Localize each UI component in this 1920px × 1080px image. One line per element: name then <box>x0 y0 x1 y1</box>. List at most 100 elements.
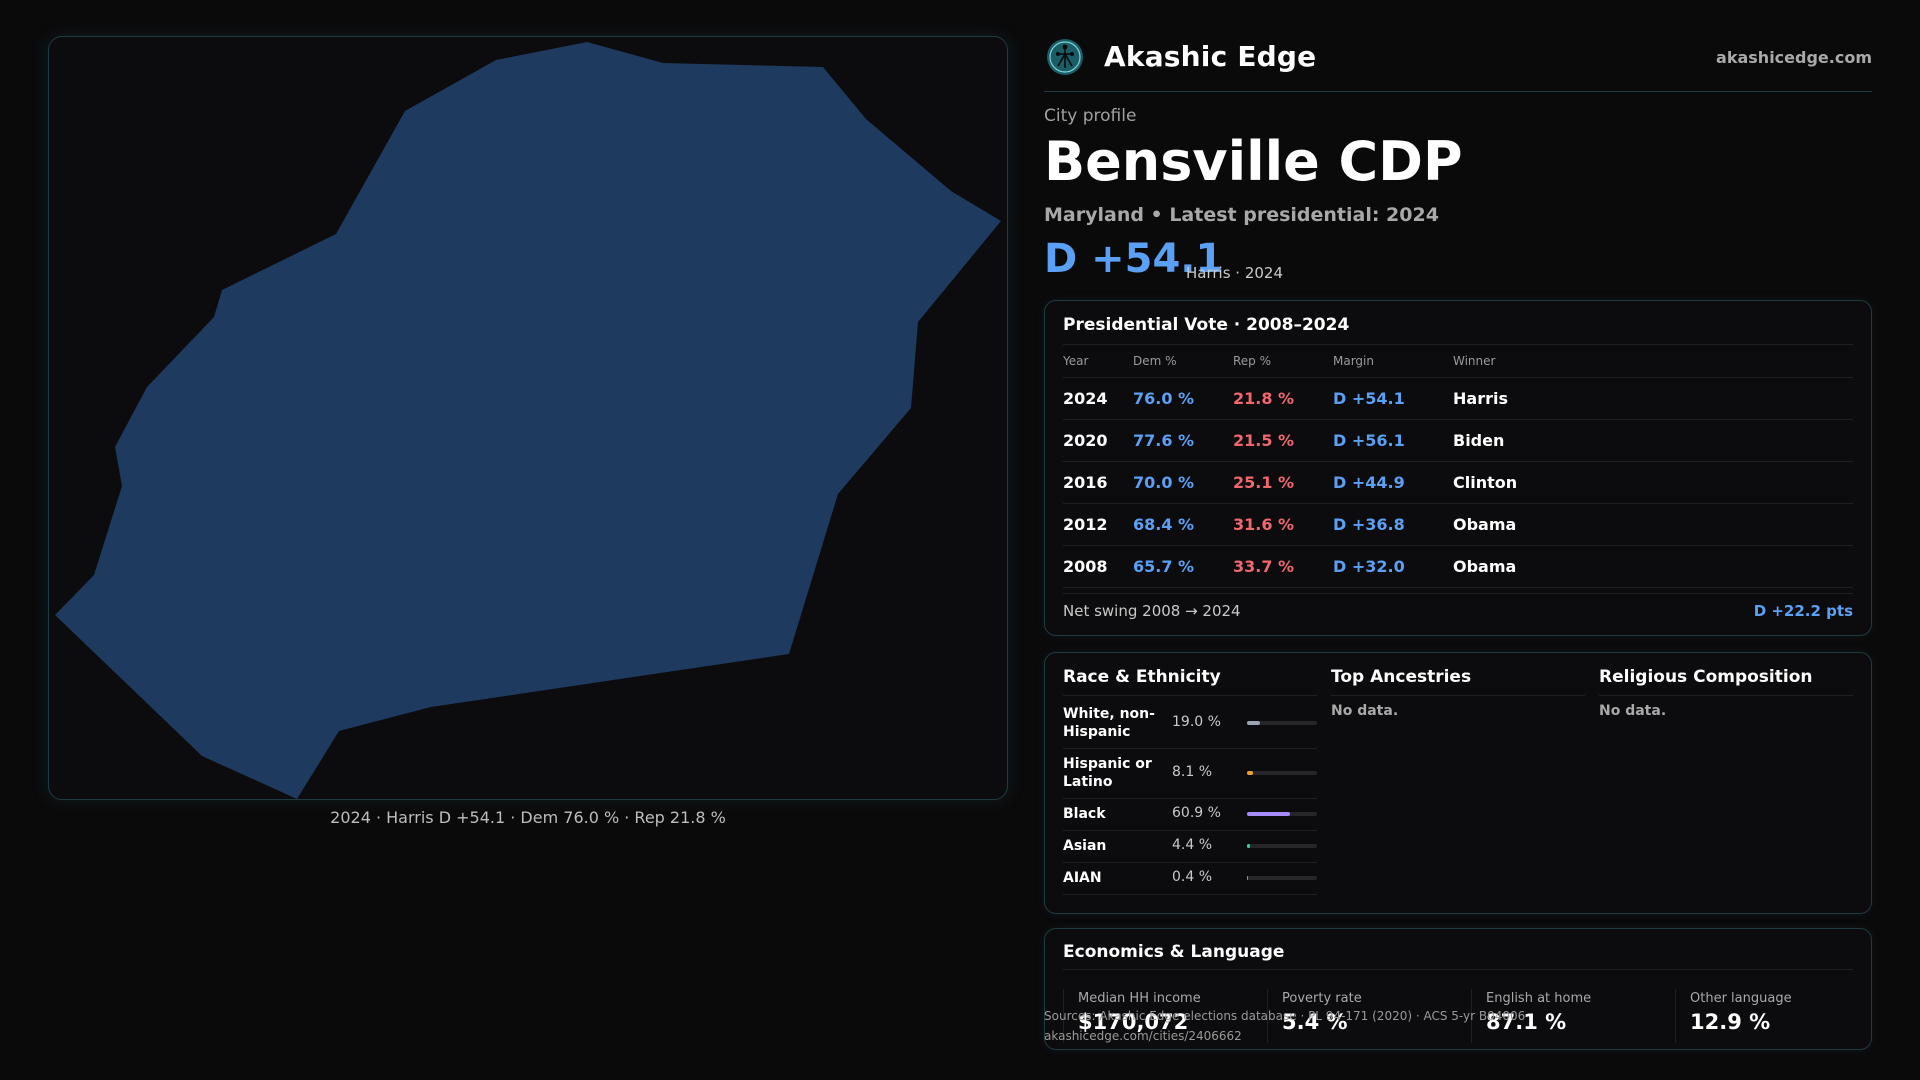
stat-label: Poverty rate <box>1282 991 1362 1006</box>
brand-header: Akashic Edge akashicedge.com <box>1044 36 1872 92</box>
map-panel[interactable] <box>48 36 1008 800</box>
stat-label: English at home <box>1486 991 1592 1006</box>
divider <box>1063 344 1853 345</box>
stat-median-income: Median HH income $170,072 <box>1063 989 1267 1043</box>
cell-year: 2008 <box>1063 545 1133 588</box>
cell-dem: 70.0 % <box>1133 461 1233 504</box>
race-name: Asian <box>1063 838 1107 854</box>
brand-name: Akashic Edge <box>1104 40 1317 73</box>
table-row: 2016 70.0 % 25.1 % D +44.9 Clinton <box>1063 461 1853 504</box>
economics-language-card: Economics & Language Median HH income $1… <box>1044 928 1872 1050</box>
card-title: Economics & Language <box>1063 942 1285 962</box>
race-bar-fill <box>1247 876 1249 880</box>
stat-value: $170,072 <box>1078 1010 1189 1034</box>
table-row: 2020 77.6 % 21.5 % D +56.1 Biden <box>1063 419 1853 462</box>
stat-poverty-rate: Poverty rate 5.4 % <box>1267 989 1471 1043</box>
cell-rep: 33.7 % <box>1233 545 1333 588</box>
section-title: Race & Ethnicity <box>1063 667 1221 687</box>
column-header-dem: Dem % <box>1133 345 1233 378</box>
cell-margin: D +36.8 <box>1333 503 1453 546</box>
cell-margin: D +32.0 <box>1333 545 1453 588</box>
column-header-year: Year <box>1063 345 1133 378</box>
race-percent: 19.0 % <box>1172 714 1221 730</box>
headline-note: Harris · 2024 <box>1186 264 1284 282</box>
race-bar-fill <box>1247 721 1261 725</box>
page-subtitle: Maryland • Latest presidential: 2024 <box>1044 204 1439 226</box>
divider <box>1331 695 1585 696</box>
race-bar-track <box>1247 844 1317 848</box>
race-percent: 60.9 % <box>1172 805 1221 821</box>
race-name: Hispanic or Latino <box>1063 756 1152 790</box>
card-title: Presidential Vote · 2008–2024 <box>1063 315 1350 335</box>
stat-label: Median HH income <box>1078 991 1201 1006</box>
race-bar-fill <box>1247 771 1253 775</box>
tree-of-life-icon <box>1047 39 1083 75</box>
empty-state-text: No data. <box>1599 703 1667 719</box>
stat-other-language: Other language 12.9 % <box>1675 989 1879 1043</box>
divider <box>1063 593 1853 594</box>
cell-dem: 68.4 % <box>1133 503 1233 546</box>
stat-label: Other language <box>1690 991 1792 1006</box>
table-row: 2008 65.7 % 33.7 % D +32.0 Obama <box>1063 545 1853 588</box>
race-bar-fill <box>1247 812 1290 816</box>
divider <box>1599 695 1853 696</box>
divider <box>1063 969 1853 970</box>
race-bar-track <box>1247 721 1317 725</box>
cell-rep: 21.5 % <box>1233 419 1333 462</box>
page-kicker: City profile <box>1044 106 1137 126</box>
column-header-margin: Margin <box>1333 345 1453 378</box>
cell-winner: Clinton <box>1453 461 1853 504</box>
stat-english-at-home: English at home 87.1 % <box>1471 989 1675 1043</box>
table-row: 2024 76.0 % 21.8 % D +54.1 Harris <box>1063 377 1853 420</box>
race-name: White, non-Hispanic <box>1063 706 1155 740</box>
net-swing-label: Net swing 2008 → 2024 <box>1063 602 1241 620</box>
stat-value: 87.1 % <box>1486 1010 1567 1034</box>
stat-value: 12.9 % <box>1690 1010 1771 1034</box>
race-row: Black 60.9 % <box>1063 799 1317 831</box>
source-footer: Sources: Akashic Edge elections database… <box>1044 1006 1525 1046</box>
demographics-card: Race & Ethnicity White, non-Hispanic 19.… <box>1044 652 1872 914</box>
cell-year: 2020 <box>1063 419 1133 462</box>
column-header-winner: Winner <box>1453 345 1853 378</box>
cell-winner: Biden <box>1453 419 1853 462</box>
cell-year: 2012 <box>1063 503 1133 546</box>
cell-dem: 77.6 % <box>1133 419 1233 462</box>
cell-year: 2016 <box>1063 461 1133 504</box>
cell-rep: 25.1 % <box>1233 461 1333 504</box>
cell-margin: D +44.9 <box>1333 461 1453 504</box>
section-title: Religious Composition <box>1599 667 1813 687</box>
headline-margin: D +54.1 <box>1044 236 1224 282</box>
race-name: Black <box>1063 806 1106 822</box>
race-percent: 8.1 % <box>1172 764 1213 780</box>
section-title: Top Ancestries <box>1331 667 1472 687</box>
race-bar-fill <box>1247 844 1251 848</box>
profile-column: Akashic Edge akashicedge.com City profil… <box>1044 0 1872 1080</box>
race-percent: 4.4 % <box>1172 837 1213 853</box>
column-header-rep: Rep % <box>1233 345 1333 378</box>
cell-rep: 31.6 % <box>1233 503 1333 546</box>
cell-margin: D +56.1 <box>1333 419 1453 462</box>
cell-rep: 21.8 % <box>1233 377 1333 420</box>
source-citation: Sources: Akashic Edge elections database… <box>1044 1009 1526 1023</box>
cell-winner: Obama <box>1453 503 1853 546</box>
divider <box>1063 695 1317 696</box>
race-name: AIAN <box>1063 870 1102 886</box>
stat-value: 5.4 % <box>1282 1010 1348 1034</box>
empty-state-text: No data. <box>1331 703 1399 719</box>
race-bar-track <box>1247 771 1317 775</box>
net-swing-value: D +22.2 pts <box>1753 602 1853 620</box>
table-header-row: Year Dem % Rep % Margin Winner <box>1063 345 1853 378</box>
cell-winner: Harris <box>1453 377 1853 420</box>
city-boundary-map[interactable] <box>49 37 1008 800</box>
race-bar-track <box>1247 812 1317 816</box>
map-caption: 2024 · Harris D +54.1 · Dem 76.0 % · Rep… <box>330 808 726 827</box>
race-row: White, non-Hispanic 19.0 % <box>1063 699 1317 749</box>
table-row: 2012 68.4 % 31.6 % D +36.8 Obama <box>1063 503 1853 546</box>
source-url-link[interactable]: akashicedge.com/cities/2406662 <box>1044 1029 1242 1043</box>
race-bar-track <box>1247 876 1317 880</box>
brand-url-link[interactable]: akashicedge.com <box>1716 48 1872 67</box>
cell-dem: 76.0 % <box>1133 377 1233 420</box>
city-boundary-shape[interactable] <box>55 42 1001 799</box>
race-row: Asian 4.4 % <box>1063 831 1317 863</box>
presidential-vote-card: Presidential Vote · 2008–2024 Year Dem %… <box>1044 300 1872 636</box>
